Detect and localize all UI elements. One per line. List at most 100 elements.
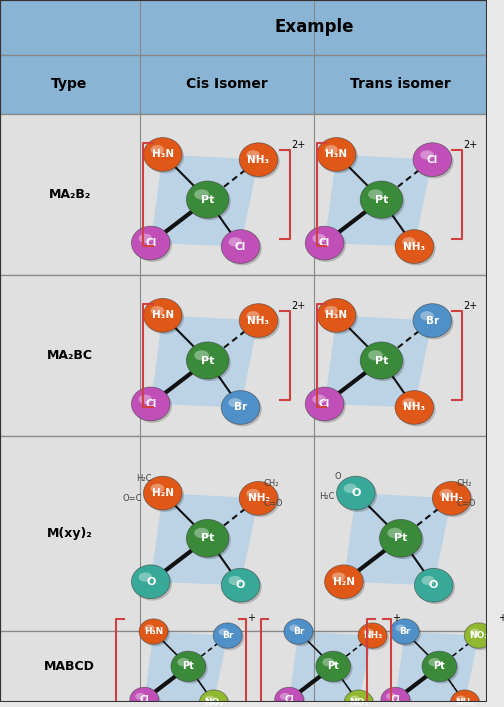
Ellipse shape <box>132 226 170 260</box>
Ellipse shape <box>360 342 403 379</box>
Text: O: O <box>351 488 360 498</box>
Polygon shape <box>151 493 259 585</box>
Ellipse shape <box>221 568 260 602</box>
Ellipse shape <box>380 520 422 557</box>
Ellipse shape <box>186 520 229 557</box>
Ellipse shape <box>239 303 278 337</box>
Text: 2+: 2+ <box>292 301 306 311</box>
Ellipse shape <box>134 389 172 423</box>
Text: Cl: Cl <box>319 399 330 409</box>
Text: Type: Type <box>51 78 88 91</box>
Ellipse shape <box>325 145 338 154</box>
Bar <box>0 54 487 115</box>
Ellipse shape <box>420 151 433 160</box>
Ellipse shape <box>194 528 209 538</box>
Ellipse shape <box>239 481 278 515</box>
Ellipse shape <box>415 305 454 339</box>
Ellipse shape <box>350 696 360 703</box>
Text: M(xy)₂: M(xy)₂ <box>47 527 92 540</box>
Ellipse shape <box>228 237 242 247</box>
Ellipse shape <box>144 298 182 332</box>
Ellipse shape <box>213 623 242 648</box>
Polygon shape <box>325 315 432 407</box>
Polygon shape <box>144 631 228 703</box>
Ellipse shape <box>139 573 152 582</box>
Text: MA₂B₂: MA₂B₂ <box>48 188 91 201</box>
Ellipse shape <box>286 621 315 646</box>
Ellipse shape <box>312 234 326 243</box>
Ellipse shape <box>194 189 209 199</box>
Ellipse shape <box>386 693 396 700</box>
Text: H₂C: H₂C <box>319 492 335 501</box>
Text: +: + <box>392 613 400 623</box>
Ellipse shape <box>173 653 208 684</box>
Ellipse shape <box>186 342 229 379</box>
Text: Cl: Cl <box>284 696 294 704</box>
Text: Br: Br <box>293 627 304 636</box>
Ellipse shape <box>451 690 479 707</box>
Ellipse shape <box>188 344 231 381</box>
Ellipse shape <box>186 181 229 218</box>
Text: Cl: Cl <box>391 696 400 704</box>
Ellipse shape <box>322 658 334 666</box>
Text: Example: Example <box>274 18 354 36</box>
Ellipse shape <box>396 624 406 631</box>
Text: H₃N: H₃N <box>326 310 348 320</box>
Text: MABCD: MABCD <box>44 660 95 673</box>
Text: NH₃: NH₃ <box>403 402 425 412</box>
Ellipse shape <box>135 693 145 700</box>
Polygon shape <box>325 154 432 247</box>
Ellipse shape <box>368 189 383 199</box>
Ellipse shape <box>415 145 454 179</box>
Text: NH₃: NH₃ <box>363 631 382 640</box>
Text: NO₂: NO₂ <box>349 698 368 707</box>
Ellipse shape <box>139 619 168 644</box>
Ellipse shape <box>151 306 164 315</box>
Ellipse shape <box>363 629 373 636</box>
Ellipse shape <box>144 138 182 171</box>
Ellipse shape <box>228 398 242 407</box>
Text: Cl: Cl <box>145 399 156 409</box>
Text: Pt: Pt <box>201 356 214 366</box>
Text: 2+: 2+ <box>292 140 306 150</box>
Ellipse shape <box>392 621 421 646</box>
Text: +: + <box>247 613 255 623</box>
Ellipse shape <box>139 234 152 243</box>
Ellipse shape <box>452 692 481 707</box>
Ellipse shape <box>177 658 190 666</box>
Ellipse shape <box>318 653 352 684</box>
Ellipse shape <box>360 625 389 650</box>
Text: H₂N: H₂N <box>152 488 174 498</box>
Ellipse shape <box>422 651 457 682</box>
Ellipse shape <box>132 565 170 599</box>
Text: O=C: O=C <box>122 494 142 503</box>
Text: Pt: Pt <box>375 356 388 366</box>
Bar <box>0 631 487 702</box>
Ellipse shape <box>239 143 278 177</box>
Ellipse shape <box>360 181 403 218</box>
Text: Pt: Pt <box>375 194 388 204</box>
Ellipse shape <box>145 624 155 631</box>
Text: O: O <box>236 580 245 590</box>
Text: C=O: C=O <box>457 499 476 508</box>
Ellipse shape <box>395 390 433 424</box>
Ellipse shape <box>151 145 164 154</box>
Ellipse shape <box>171 651 206 682</box>
Text: H₃N: H₃N <box>326 149 348 160</box>
Text: CH₂: CH₂ <box>263 479 279 489</box>
Ellipse shape <box>130 687 159 707</box>
Ellipse shape <box>402 398 416 407</box>
Text: Pt: Pt <box>201 533 214 543</box>
Text: Br: Br <box>399 627 410 636</box>
Text: H₃N: H₃N <box>144 627 163 636</box>
Text: Cl: Cl <box>145 238 156 248</box>
Text: CH₂: CH₂ <box>457 479 472 489</box>
Ellipse shape <box>413 303 452 337</box>
Ellipse shape <box>241 484 280 518</box>
Text: 2+: 2+ <box>464 140 478 150</box>
Ellipse shape <box>337 477 375 510</box>
Ellipse shape <box>188 521 231 559</box>
Ellipse shape <box>223 571 262 604</box>
Ellipse shape <box>319 300 358 334</box>
Text: Pt: Pt <box>201 194 214 204</box>
